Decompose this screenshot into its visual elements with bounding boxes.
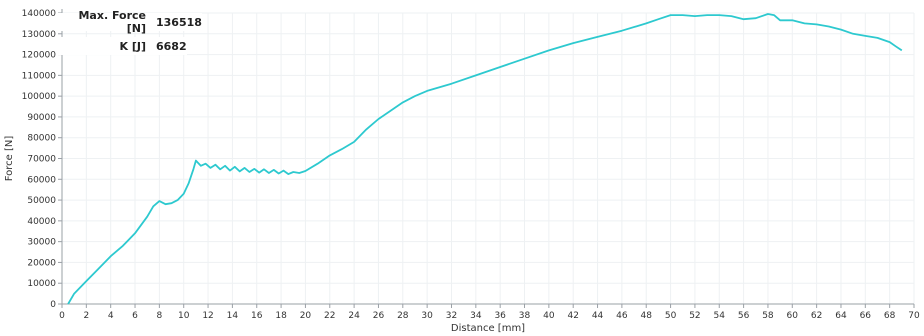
- x-tick-label: 64: [835, 311, 847, 321]
- y-tick-label: 110000: [22, 71, 57, 81]
- x-tick-label: 44: [592, 311, 604, 321]
- y-tick-label: 30000: [27, 238, 56, 248]
- x-tick-label: 2: [83, 311, 89, 321]
- x-tick-label: 18: [275, 311, 287, 321]
- x-tick-label: 58: [762, 311, 774, 321]
- x-tick-label: 54: [714, 311, 726, 321]
- x-tick-label: 34: [470, 311, 482, 321]
- x-axis-title: Distance [mm]: [451, 323, 525, 334]
- y-tick-label: 0: [50, 300, 56, 310]
- x-tick-label: 42: [567, 311, 578, 321]
- y-tick-label: 10000: [27, 279, 56, 289]
- y-tick-label: 70000: [27, 155, 56, 165]
- x-tick-label: 46: [616, 311, 628, 321]
- x-tick-label: 0: [59, 311, 65, 321]
- x-tick-label: 20: [300, 311, 312, 321]
- x-tick-label: 56: [738, 311, 750, 321]
- y-tick-label: 20000: [27, 258, 56, 268]
- y-tick-label: 130000: [22, 30, 57, 40]
- x-tick-label: 14: [227, 311, 239, 321]
- x-tick-label: 48: [641, 311, 653, 321]
- k-readout: K [J] 6682: [58, 37, 187, 55]
- force-series-line: [67, 13, 903, 305]
- x-tick-label: 28: [397, 311, 409, 321]
- x-tick-label: 26: [373, 311, 385, 321]
- series: [67, 13, 903, 305]
- y-tick-label: 100000: [22, 92, 57, 102]
- y-axis-title: Force [N]: [4, 136, 15, 182]
- x-tick-label: 12: [202, 311, 213, 321]
- x-tick-label: 22: [324, 311, 335, 321]
- x-tick-label: 68: [884, 311, 896, 321]
- x-tick-label: 8: [157, 311, 163, 321]
- x-tick-label: 60: [787, 311, 799, 321]
- x-tick-label: 6: [132, 311, 138, 321]
- x-tick-label: 66: [860, 311, 872, 321]
- x-tick-label: 30: [421, 311, 433, 321]
- x-tick-label: 32: [446, 311, 457, 321]
- k-value: 6682: [156, 39, 187, 53]
- y-tick-label: 140000: [22, 9, 57, 19]
- max-force-readout: Max. Force [N] 136518: [58, 9, 202, 35]
- y-tick-label: 60000: [27, 175, 56, 185]
- y-tick-label: 120000: [22, 51, 57, 61]
- grid: [61, 12, 915, 305]
- x-tick-label: 10: [178, 311, 190, 321]
- x-tick-label: 40: [543, 311, 555, 321]
- y-tick-label: 90000: [27, 113, 56, 123]
- x-tick-label: 24: [348, 311, 360, 321]
- x-tick-label: 36: [494, 311, 506, 321]
- k-label: K [J]: [119, 39, 146, 53]
- max-force-label: Max. Force [N]: [78, 9, 146, 35]
- y-tick-label: 40000: [27, 217, 56, 227]
- x-tick-label: 52: [689, 311, 700, 321]
- x-tick-label: 62: [811, 311, 822, 321]
- x-tick-label: 16: [251, 311, 263, 321]
- axes: 0 10000 20000 30000 40000 50000 60000 70000 8000…: [22, 9, 920, 321]
- x-tick-label: 50: [665, 311, 677, 321]
- y-tick-label: 80000: [27, 134, 56, 144]
- y-tick-label: 50000: [27, 196, 56, 206]
- max-force-value: 136518: [156, 15, 202, 29]
- x-tick-label: 4: [108, 311, 114, 321]
- x-tick-label: 38: [519, 311, 531, 321]
- x-tick-label: 70: [908, 311, 920, 321]
